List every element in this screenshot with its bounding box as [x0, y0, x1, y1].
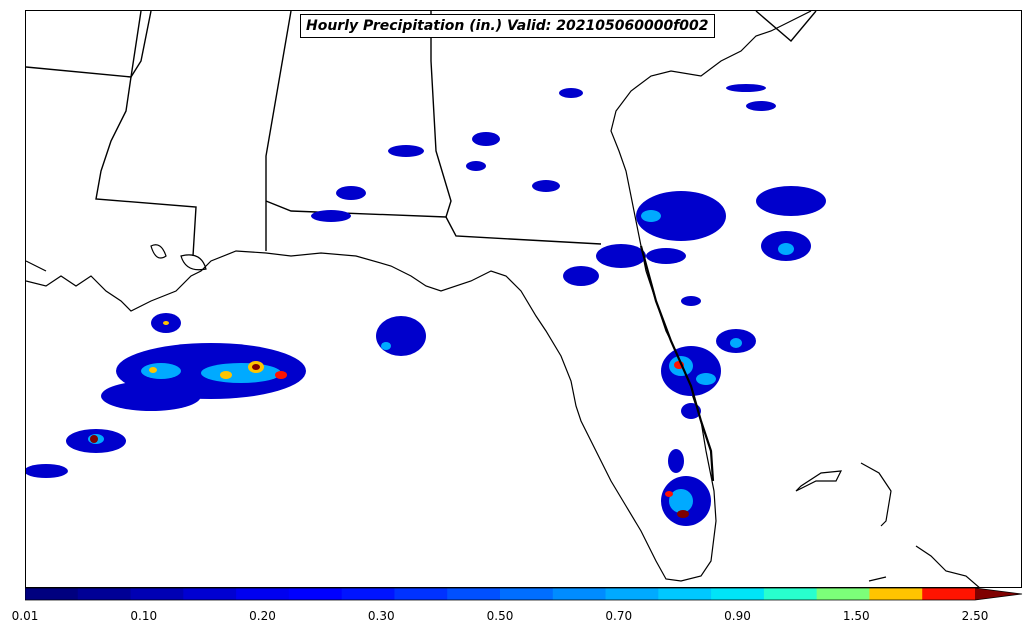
- colorbar-tick-label: 0.20: [249, 609, 276, 623]
- state-borders: [26, 11, 817, 257]
- colorbar-tick-label: 2.50: [961, 609, 989, 623]
- colorbar-tick-label: 0.70: [605, 609, 633, 623]
- colorbar-segment: [552, 588, 607, 600]
- colorbar-segment: [658, 588, 712, 600]
- colorbar-segment: [711, 588, 765, 600]
- colorbar-segment: [763, 588, 818, 600]
- colorbar-segment: [236, 588, 290, 600]
- colorbar: [25, 588, 1023, 601]
- colorbar-segment: [183, 588, 237, 600]
- colorbar-segment: [25, 588, 79, 600]
- colorbar-segment: [605, 588, 659, 600]
- colorbar-segment: [288, 588, 343, 600]
- colorbar-segment: [869, 588, 923, 600]
- colorbar-segment: [500, 588, 554, 600]
- colorbar-segment: [341, 588, 395, 600]
- colorbar-tick-label: 0.30: [367, 609, 395, 623]
- map-title: Hourly Precipitation (in.) Valid: 202105…: [300, 14, 715, 38]
- colorbar-segment: [77, 588, 132, 600]
- colorbar-tick-label: 0.01: [11, 609, 39, 623]
- map-panel: [25, 10, 1022, 588]
- coastline: [26, 11, 980, 587]
- colorbar-tick-label: 1.50: [842, 609, 870, 623]
- coastline-highlight: [639, 245, 715, 482]
- colorbar-segment: [394, 588, 448, 600]
- precip-light: [26, 84, 826, 526]
- colorbar-tick-label: 0.50: [486, 609, 514, 623]
- colorbar-outline: [25, 588, 1023, 601]
- colorbar-extend-arrow: [975, 588, 1022, 600]
- map-canvas: [26, 11, 980, 587]
- precip-heavy: [90, 321, 689, 518]
- colorbar-segment: [922, 588, 976, 600]
- colorbar-segment: [447, 588, 501, 600]
- colorbar-segment: [816, 588, 870, 600]
- colorbar-segment: [130, 588, 184, 600]
- colorbar-tick-label: 0.90: [724, 609, 751, 623]
- colorbar-tick-label: 0.10: [130, 609, 158, 623]
